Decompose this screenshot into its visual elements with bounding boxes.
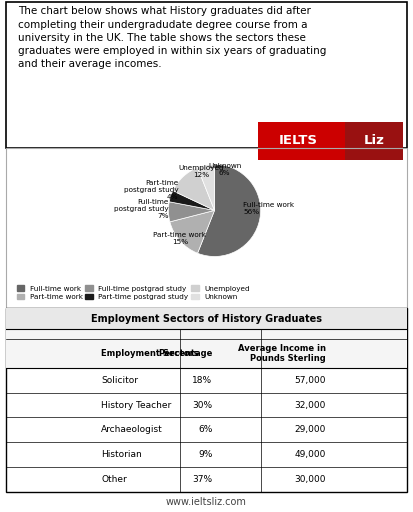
- Text: 18%: 18%: [192, 376, 213, 385]
- Text: www.ieltsliz.com: www.ieltsliz.com: [166, 497, 247, 507]
- Text: Employment Sectors of History Graduates: Employment Sectors of History Graduates: [91, 313, 322, 324]
- Text: 6%: 6%: [198, 425, 213, 434]
- Text: Full-time
postgrad study
7%: Full-time postgrad study 7%: [114, 200, 169, 220]
- Legend: Full-time work, Part-time work, Full-time postgrad study, Part-time postgrad stu: Full-time work, Part-time work, Full-tim…: [14, 283, 253, 303]
- Bar: [6, 339, 407, 368]
- Wedge shape: [197, 164, 214, 210]
- Text: Employment Sectors: Employment Sectors: [101, 349, 199, 358]
- Text: Part-time work
15%: Part-time work 15%: [154, 232, 206, 245]
- Text: History Teacher: History Teacher: [101, 400, 171, 410]
- Bar: [345, 122, 403, 160]
- Text: 57,000: 57,000: [294, 376, 326, 385]
- Wedge shape: [169, 191, 214, 210]
- Text: Unemployed
12%: Unemployed 12%: [179, 165, 224, 178]
- Text: Other: Other: [101, 475, 127, 484]
- Text: Archaeologist: Archaeologist: [101, 425, 163, 434]
- Text: 29,000: 29,000: [294, 425, 326, 434]
- Text: The chart below shows what History graduates did after
completing their undergra: The chart below shows what History gradu…: [18, 6, 326, 69]
- Wedge shape: [173, 167, 214, 210]
- Text: 32,000: 32,000: [294, 400, 326, 410]
- Bar: [6, 308, 407, 329]
- Bar: [6, 329, 407, 339]
- Wedge shape: [197, 164, 261, 257]
- Text: Average Income in
Pounds Sterling: Average Income in Pounds Sterling: [238, 344, 326, 363]
- Text: Historian: Historian: [101, 450, 142, 459]
- Wedge shape: [169, 202, 214, 222]
- Text: 9%: 9%: [198, 450, 213, 459]
- Text: Percentage: Percentage: [158, 349, 213, 358]
- Text: Part-time
postgrad study
4%: Part-time postgrad study 4%: [124, 180, 178, 200]
- Text: Full-time work
56%: Full-time work 56%: [243, 202, 294, 215]
- Text: Liz: Liz: [363, 135, 385, 147]
- Text: Solicitor: Solicitor: [101, 376, 138, 385]
- Wedge shape: [170, 210, 214, 253]
- Text: Unknown
6%: Unknown 6%: [208, 163, 241, 176]
- Text: 30%: 30%: [192, 400, 213, 410]
- Text: 30,000: 30,000: [294, 475, 326, 484]
- Text: IELTS: IELTS: [279, 135, 318, 147]
- Text: 49,000: 49,000: [294, 450, 326, 459]
- Text: 37%: 37%: [192, 475, 213, 484]
